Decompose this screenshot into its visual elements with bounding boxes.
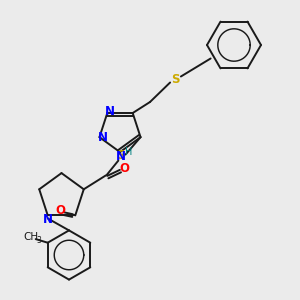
Text: H: H bbox=[125, 147, 132, 157]
Text: N: N bbox=[116, 150, 125, 163]
Text: N: N bbox=[98, 131, 108, 144]
Text: S: S bbox=[116, 149, 124, 162]
Text: N: N bbox=[43, 212, 53, 226]
Text: S: S bbox=[171, 73, 180, 86]
Text: O: O bbox=[55, 204, 65, 218]
Text: O: O bbox=[119, 162, 129, 175]
Text: N: N bbox=[105, 105, 115, 118]
Text: 3: 3 bbox=[37, 236, 42, 245]
Text: CH: CH bbox=[24, 232, 39, 242]
